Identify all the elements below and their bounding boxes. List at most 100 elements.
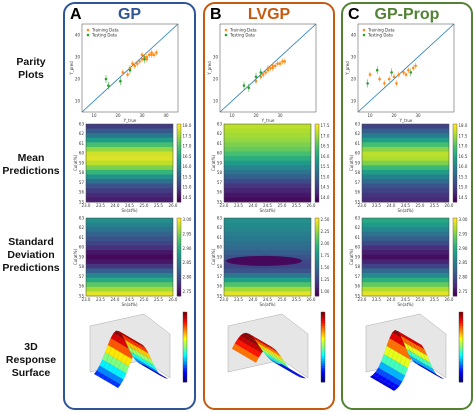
std-cell-b xyxy=(224,291,311,297)
std-cbtick-c-1: 2.95 xyxy=(459,231,468,236)
std-xlabel-b: Sn(at%) xyxy=(259,302,275,307)
std-cell-a xyxy=(86,282,173,288)
std-colorbar-segment-b xyxy=(315,293,319,297)
test-point xyxy=(254,75,258,79)
mean-ylabel-a: Cu(at%) xyxy=(73,154,78,171)
std-xtick-b-2: 24.0 xyxy=(249,297,258,302)
mean-cbtick-b-7: 14.0 xyxy=(321,195,330,200)
mean-colorbar-segment-b xyxy=(315,160,319,164)
mean-cbtick-b-0: 17.5 xyxy=(321,123,330,128)
mean-colorbar-segment-b xyxy=(315,186,319,190)
mean-colorbar-segment-b xyxy=(315,194,319,198)
mean-cbtick-a-4: 16.0 xyxy=(183,164,192,169)
mean-cell-c xyxy=(362,179,449,185)
surface-colorbar-a xyxy=(182,311,188,383)
parity-xtick-a-0: 10 xyxy=(91,113,97,118)
std-cbtick-a-3: 2.85 xyxy=(183,260,192,265)
std-colorbar-segment-c xyxy=(453,288,457,292)
std-colorbar-segment-a xyxy=(177,220,181,224)
surface-colorbar-segment-c xyxy=(459,312,463,315)
mean-ytick-c-4: 59 xyxy=(355,160,361,165)
mean-xtick-b-5: 25.5 xyxy=(292,203,301,208)
surface-colorbar-segment-c xyxy=(459,337,463,341)
std-cbtick-a-1: 2.95 xyxy=(183,231,192,236)
mean-xtick-a-4: 25.0 xyxy=(140,203,149,208)
mean-ytick-a-0: 63 xyxy=(79,121,85,126)
mean-colorbar-segment-c xyxy=(453,165,457,169)
mean-cell-c xyxy=(362,142,449,148)
surface-colorbar-segment-a xyxy=(183,370,187,374)
std-colorbar-segment-c xyxy=(453,262,457,266)
mean-colorbar-segment-a xyxy=(177,199,181,203)
std-colorbar-segment-c xyxy=(453,238,457,242)
std-colorbar-segment-a xyxy=(177,236,181,240)
mean-ytick-c-0: 63 xyxy=(355,121,361,126)
train-point xyxy=(387,77,391,81)
train-point xyxy=(135,62,139,65)
std-cell-a xyxy=(86,231,173,237)
std-ytick-b-5: 58 xyxy=(217,264,223,269)
mean-colorbar-segment-b xyxy=(315,173,319,177)
parity-ytick-c-1: 20 xyxy=(351,76,357,81)
mean-xtick-b-4: 25.0 xyxy=(278,203,287,208)
std-colorbar-segment-c xyxy=(453,290,457,294)
surface-colorbar-segment-b xyxy=(321,323,325,327)
mean-colorbar-segment-c xyxy=(453,142,457,146)
std-cell-c xyxy=(362,231,449,237)
train-point xyxy=(283,60,287,63)
mean-colorbar-segment-a xyxy=(177,176,181,179)
mean-ytick-b-6: 57 xyxy=(217,180,223,185)
mean-cbtick-a-6: 15.0 xyxy=(183,185,192,190)
std-colorbar-segment-b xyxy=(315,270,319,273)
std-cell-c xyxy=(362,245,449,251)
mean-colorbar-segment-a xyxy=(177,181,181,185)
mean-colorbar-segment-a xyxy=(177,163,181,166)
std-colorbar-segment-a xyxy=(177,264,181,268)
mean-ytick-a-1: 62 xyxy=(79,131,85,136)
parity-xtick-c-2: 30 xyxy=(415,113,421,118)
train-point xyxy=(411,66,415,70)
surface-colorbar-segment-c xyxy=(459,333,463,336)
std-colorbar-segment-a xyxy=(177,293,181,297)
train-point xyxy=(145,57,149,61)
std-colorbar-segment-c xyxy=(453,267,457,271)
panel-c-letter: C xyxy=(348,6,360,23)
std-cell-b xyxy=(224,231,311,237)
surface-colorbar-segment-c xyxy=(459,377,463,381)
mean-cell-c xyxy=(362,146,449,152)
panel-a-frame: A GP xyxy=(63,2,196,410)
mean-cell-b xyxy=(224,174,311,180)
train-point xyxy=(395,82,398,85)
std-colorbar-c xyxy=(452,217,458,297)
std-cell-a xyxy=(86,259,173,265)
surface-colorbar-segment-a xyxy=(183,347,187,350)
std-colorbar-segment-b xyxy=(315,277,319,281)
std-colorbar-segment-a xyxy=(177,228,181,232)
surface-plot-a xyxy=(89,313,171,389)
mean-colorbar-segment-b xyxy=(315,152,319,156)
legend-test-marker-b xyxy=(224,33,228,37)
test-point xyxy=(366,82,369,85)
surface-facet-a xyxy=(157,373,165,377)
surface-colorbar-segment-b xyxy=(321,316,325,320)
surface-colorbar-segment-a xyxy=(183,337,187,341)
std-colorbar-segment-a xyxy=(177,231,181,234)
std-colorbar-segment-b xyxy=(315,220,319,224)
mean-xtick-a-3: 24.5 xyxy=(125,203,134,208)
mean-cell-c xyxy=(362,165,449,171)
std-cbtick-c-2: 2.90 xyxy=(459,246,468,251)
mean-cbtick-b-1: 17.0 xyxy=(321,133,330,138)
std-cbtick-b-5: 1.25 xyxy=(321,277,330,282)
row-label-surface-line3: Surface xyxy=(11,367,51,379)
surface-colorbar-segment-c xyxy=(459,321,463,325)
mean-cbtick-a-7: 14.5 xyxy=(183,195,192,200)
mean-ytick-b-0: 63 xyxy=(217,121,223,126)
std-xtick-c-0: 23.0 xyxy=(358,297,367,302)
std-colorbar-segment-b xyxy=(315,275,319,279)
mean-ytick-b-7: 56 xyxy=(217,190,223,195)
std-colorbar-segment-b xyxy=(315,264,319,268)
std-cell-b xyxy=(224,282,311,288)
mean-cell-c xyxy=(362,124,449,129)
std-colorbar-segment-b xyxy=(315,272,319,276)
mean-cbtick-c-4: 16.0 xyxy=(459,164,468,169)
